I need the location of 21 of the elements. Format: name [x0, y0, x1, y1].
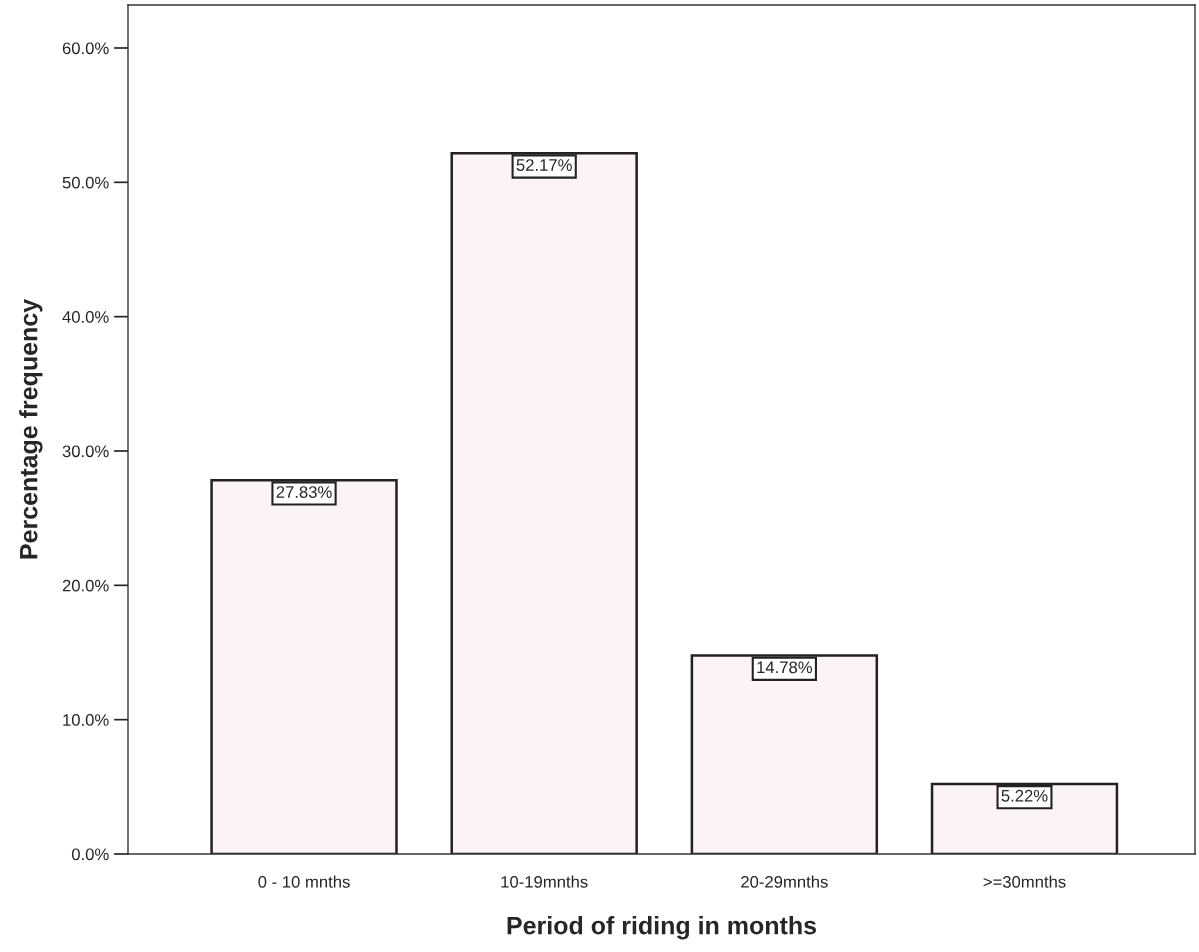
x-axis-title: Period of riding in months [507, 916, 817, 940]
x-tick-label: 20-29mnths [741, 875, 828, 888]
data-label: 52.17% [516, 159, 572, 171]
y-tick-label: 60.0% [62, 42, 109, 55]
y-tick-label: 40.0% [62, 311, 109, 323]
y-tick-label: 50.0% [62, 176, 109, 189]
bar [450, 151, 638, 854]
x-tick-label: 0 - 10 mnths [258, 875, 350, 888]
data-label: 14.78% [757, 661, 813, 674]
y-axis-title: Percentage frequency [19, 299, 43, 559]
y-tick-label: 30.0% [62, 445, 109, 458]
bar [930, 782, 1119, 854]
bar [210, 478, 398, 854]
y-tick-label: 0.0% [71, 848, 109, 861]
x-tick-label: 10-19mnths [501, 875, 588, 888]
y-tick-label: 10.0% [63, 714, 109, 726]
x-tick-label: >=30mnths [983, 875, 1066, 888]
data-label: 27.83% [276, 486, 332, 498]
y-tick-label: 20.0% [62, 579, 109, 592]
bar [690, 654, 879, 854]
data-label: 5.22% [1001, 789, 1048, 802]
